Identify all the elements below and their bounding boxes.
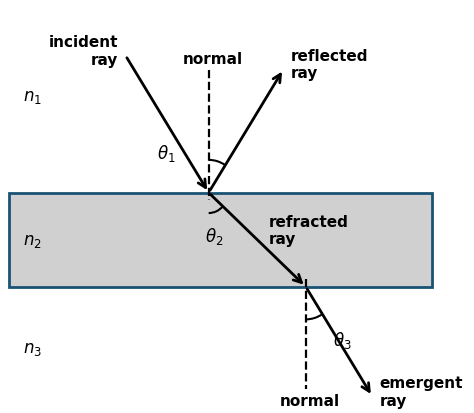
Text: reflected
ray: reflected ray: [291, 49, 368, 81]
Text: $n_2$: $n_2$: [23, 231, 42, 249]
Text: emergent
ray: emergent ray: [380, 375, 463, 408]
Text: refracted
ray: refracted ray: [268, 214, 348, 246]
Text: $\theta_3$: $\theta_3$: [333, 330, 352, 350]
Text: $\theta_1$: $\theta_1$: [156, 143, 175, 164]
Text: $n_3$: $n_3$: [23, 339, 42, 357]
Text: incident
ray: incident ray: [48, 35, 118, 67]
Bar: [9, 193, 432, 287]
Text: $n_1$: $n_1$: [23, 88, 42, 106]
Text: normal: normal: [279, 393, 339, 408]
Text: normal: normal: [182, 52, 242, 67]
Text: $\theta_2$: $\theta_2$: [205, 226, 223, 247]
